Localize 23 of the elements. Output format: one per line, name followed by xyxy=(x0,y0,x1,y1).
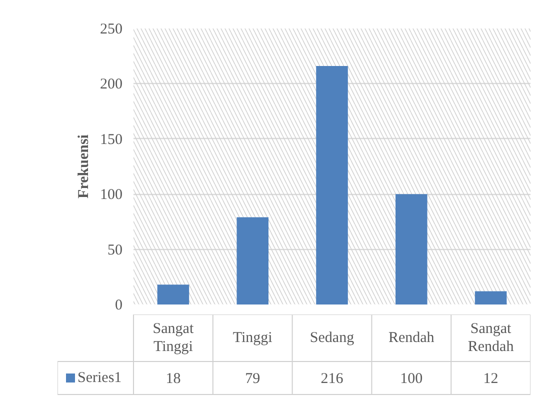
y-tick-label: 200 xyxy=(100,76,122,93)
x-tick-label: Tinggi xyxy=(232,330,272,346)
bar xyxy=(474,291,507,304)
y-tick-label: 0 xyxy=(115,298,122,314)
bar xyxy=(396,194,428,304)
y-tick-label: 250 xyxy=(100,22,122,38)
data-label: 12 xyxy=(483,371,498,387)
x-tick-label: Sedang xyxy=(310,330,355,346)
data-label: 18 xyxy=(166,371,181,387)
data-label: 216 xyxy=(320,371,344,387)
y-axis-title: Frekuensi xyxy=(76,134,92,198)
bar xyxy=(236,217,268,304)
x-tick-label: Sangat Rendah xyxy=(468,321,514,355)
y-tick-label: 50 xyxy=(108,242,122,258)
bar xyxy=(157,284,190,304)
x-tick-label: Rendah xyxy=(388,330,435,346)
legend-label: Series1 xyxy=(78,370,122,386)
y-tick-label: 100 xyxy=(100,187,122,204)
x-tick-label: Sangat Tinggi xyxy=(152,321,194,355)
y-tick-label: 150 xyxy=(100,132,122,148)
data-label: 79 xyxy=(245,371,260,387)
bar xyxy=(316,66,348,304)
data-label: 100 xyxy=(400,371,423,387)
